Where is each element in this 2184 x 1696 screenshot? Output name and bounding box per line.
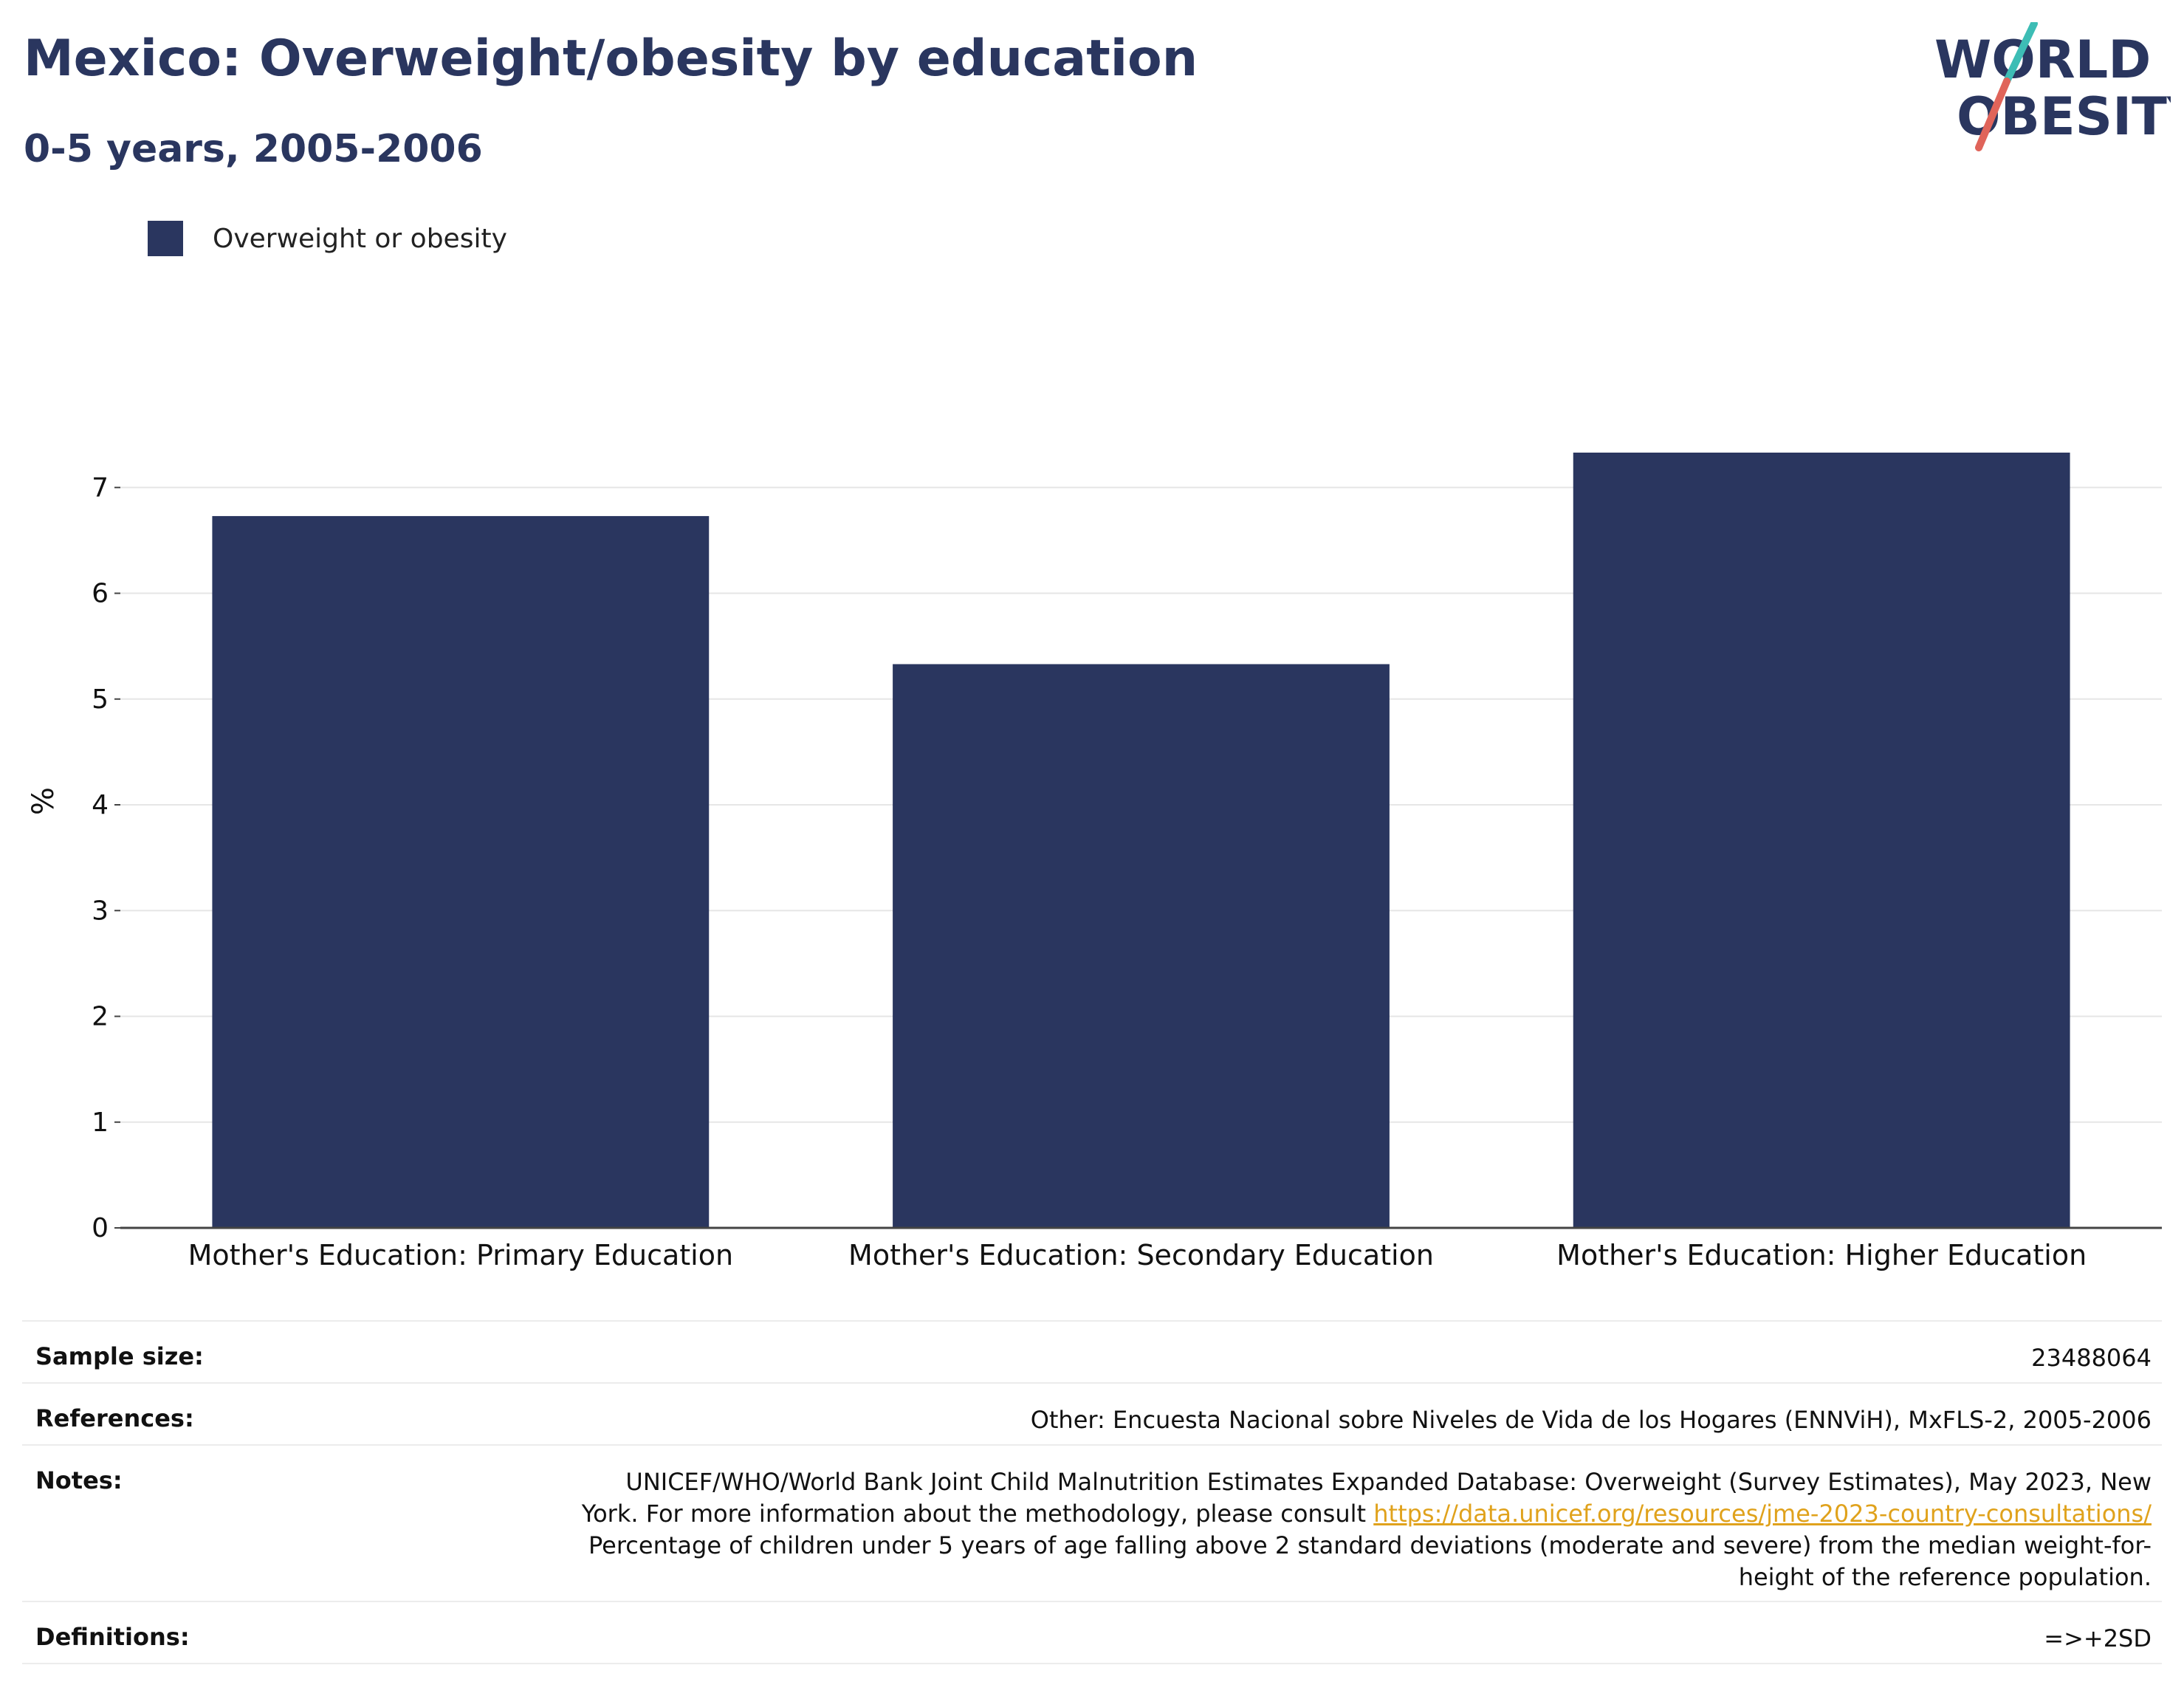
info-row-sample-size: Sample size: 23488064 xyxy=(22,1320,2162,1382)
x-tick-label: Mother's Education: Primary Education xyxy=(188,1239,734,1271)
notes-line-3: Percentage of children under 5 years of … xyxy=(588,1531,2152,1559)
x-tick-label: Mother's Education: Secondary Education xyxy=(848,1239,1434,1271)
sample-size-value: 23488064 xyxy=(2031,1344,2152,1372)
logo-slash-bottom xyxy=(1975,78,2010,151)
world-obesity-logo: WORLD OBESITY xyxy=(1934,22,2171,151)
chart-legend: Overweight or obesity xyxy=(148,220,507,257)
info-row-definitions: Definitions: =>+2SD xyxy=(22,1601,2162,1664)
y-tick-label: 6 xyxy=(92,579,109,609)
references-value: Other: Encuesta Nacional sobre Niveles d… xyxy=(1030,1406,2152,1434)
y-tick-label: 4 xyxy=(92,790,109,820)
y-tick-label: 1 xyxy=(92,1108,109,1138)
bar xyxy=(212,515,710,1228)
notes-line-2-text: York. For more information about the met… xyxy=(581,1500,1374,1528)
sample-size-label: Sample size: xyxy=(35,1342,204,1370)
bar xyxy=(893,664,1390,1228)
y-tick-label: 0 xyxy=(92,1213,109,1243)
definitions-label: Definitions: xyxy=(35,1623,190,1651)
x-tick-label: Mother's Education: Higher Education xyxy=(1556,1239,2087,1271)
logo-text-world: WORLD xyxy=(1934,30,2151,90)
info-row-references: References: Other: Encuesta Nacional sob… xyxy=(22,1382,2162,1444)
bar-chart: 0 1 2 3 4 5 6 7 Mother's Education: Primary Educ… xyxy=(27,453,2162,1271)
chart-title: Mexico: Overweight/obesity by education xyxy=(24,30,1198,88)
notes-line-2: York. For more information about the met… xyxy=(582,1498,2152,1530)
chart-subtitle: 0-5 years, 2005-2006 xyxy=(24,127,483,171)
bar xyxy=(1573,453,2070,1229)
notes-value: UNICEF/WHO/World Bank Joint Child Malnut… xyxy=(582,1446,2162,1593)
bars xyxy=(212,453,2070,1229)
y-axis-title: % xyxy=(27,787,61,815)
y-tick-label: 7 xyxy=(92,473,109,503)
notes-line-4: height of the reference population. xyxy=(1738,1563,2152,1591)
y-tick-label: 2 xyxy=(92,1002,109,1032)
notes-label: Notes: xyxy=(35,1466,123,1494)
y-tick-label: 3 xyxy=(92,896,109,926)
legend-label: Overweight or obesity xyxy=(213,223,507,254)
notes-link[interactable]: https://data.unicef.org/resources/jme-20… xyxy=(1373,1500,2152,1528)
info-row-notes: Notes: UNICEF/WHO/World Bank Joint Child… xyxy=(22,1444,2162,1601)
references-label: References: xyxy=(35,1404,194,1432)
axes: 0 1 2 3 4 5 6 7 Mother's Education: Primary Educ… xyxy=(92,473,2162,1271)
notes-line-1: UNICEF/WHO/World Bank Joint Child Malnut… xyxy=(625,1468,2152,1496)
y-tick-label: 5 xyxy=(92,684,109,715)
logo-slash-top xyxy=(2003,22,2038,85)
legend-swatch xyxy=(148,221,183,256)
info-table: Sample size: 23488064 References: Other:… xyxy=(22,1320,2162,1664)
definitions-value: =>+2SD xyxy=(2044,1624,2152,1652)
